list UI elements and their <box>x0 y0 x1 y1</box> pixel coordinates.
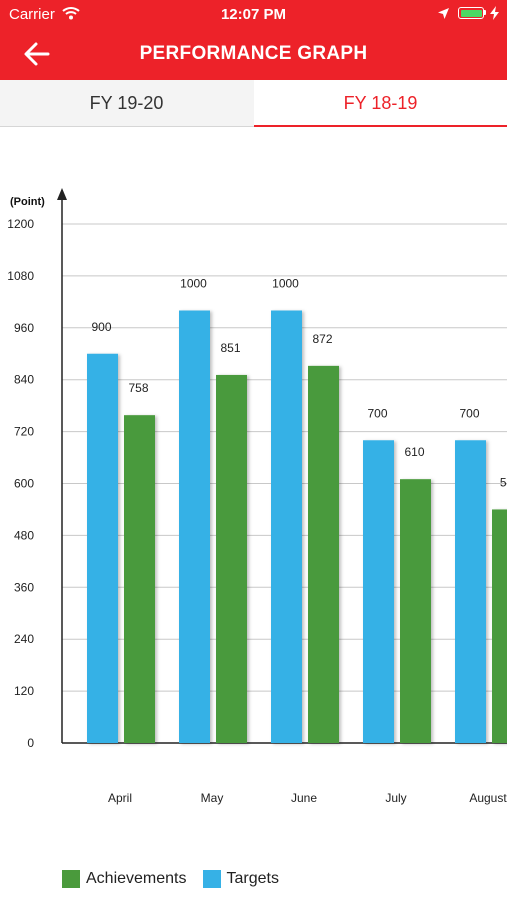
y-tick-label: 960 <box>14 321 34 335</box>
bar-achievements-july <box>400 479 431 743</box>
y-tick-label: 120 <box>14 684 34 698</box>
y-tick-label: 1200 <box>7 217 34 231</box>
data-label-achievements-may: 851 <box>220 341 240 355</box>
bar-achievements-may <box>216 374 247 743</box>
legend-label-targets: Targets <box>226 870 279 887</box>
location-arrow-icon <box>438 8 449 19</box>
x-tick-label: May <box>201 791 224 805</box>
data-label-achievements-june: 872 <box>312 332 332 346</box>
bar-targets-april <box>87 353 118 743</box>
y-tick-label: 360 <box>14 580 34 594</box>
data-label-targets-april: 900 <box>91 320 111 334</box>
y-axis-label: (Point) <box>10 196 45 208</box>
legend-swatch-achievements <box>62 870 80 888</box>
data-label-achievements-april: 758 <box>128 381 148 395</box>
bar-achievements-june <box>308 365 339 743</box>
performance-bar-chart: 0 120 240 360 480 600 720 840 960 1080 1200 (Point)… <box>7 188 507 805</box>
x-tick-label: June <box>291 791 317 805</box>
wifi-icon <box>62 7 80 20</box>
y-tick-label: 720 <box>14 425 34 439</box>
y-tick-label: 1080 <box>7 269 34 283</box>
x-tick-label: August <box>469 791 507 805</box>
y-tick-label: 600 <box>14 477 34 491</box>
fiscal-year-tabs: FY 19-20 FY 18-19 <box>0 80 507 127</box>
battery-nub-icon <box>484 10 486 15</box>
chart-legend: Achievements Targets <box>62 869 295 889</box>
bar-targets-august <box>455 440 486 743</box>
data-label-targets-july: 700 <box>367 406 387 420</box>
data-label-targets-august: 700 <box>459 406 479 420</box>
tab-fy-19-20[interactable]: FY 19-20 <box>89 93 164 113</box>
battery-icon <box>458 7 484 19</box>
data-label-achievements-july: 610 <box>404 445 424 459</box>
nav-bar: PERFORMANCE GRAPH <box>0 28 507 80</box>
bar-achievements-august <box>492 509 507 743</box>
tab-fy-18-19[interactable]: FY 18-19 <box>254 80 507 127</box>
status-time: 12:07 PM <box>220 6 287 23</box>
x-tick-label: April <box>108 791 132 805</box>
data-label-targets-june: 1000 <box>272 277 299 291</box>
back-arrow-icon[interactable] <box>22 40 52 68</box>
carrier-label: Carrier <box>9 6 55 23</box>
bar-targets-june <box>271 310 302 743</box>
y-tick-label: 840 <box>14 373 34 387</box>
data-label-targets-may: 1000 <box>180 277 207 291</box>
bar-targets-july <box>363 440 394 743</box>
bar-achievements-april <box>124 415 155 743</box>
y-tick-label: 0 <box>27 736 34 750</box>
page-title: PERFORMANCE GRAPH <box>139 43 368 64</box>
y-axis-arrow-icon <box>57 188 67 200</box>
data-label-achievements-august: 54 <box>500 475 507 489</box>
status-bar: Carrier 12:07 PM <box>0 0 507 28</box>
legend-swatch-targets <box>202 870 221 888</box>
y-tick-label: 480 <box>14 528 34 542</box>
x-tick-label: July <box>385 791 406 805</box>
y-tick-label: 240 <box>14 632 34 646</box>
charging-bolt-icon <box>490 6 499 20</box>
legend-label-achievements: Achievements <box>86 870 187 887</box>
bar-targets-may <box>179 310 210 743</box>
